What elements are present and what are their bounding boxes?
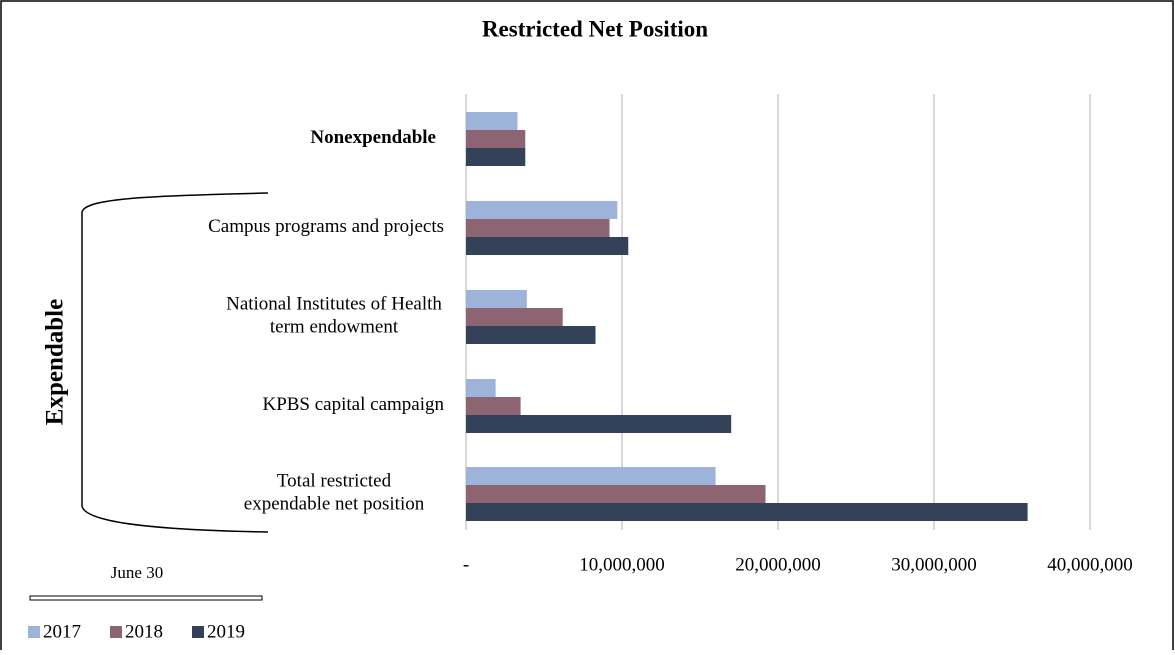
legend-label: 2019 <box>207 621 245 642</box>
legend-title: June 30 <box>111 563 163 582</box>
legend-rule <box>29 595 263 601</box>
bar <box>466 148 526 166</box>
x-tick-label: 40,000,000 <box>1047 554 1133 575</box>
y-tick-line: KPBS capital campaign <box>262 394 444 415</box>
legend-swatch <box>192 626 204 638</box>
y-tick-line: National Institutes of Health <box>226 294 442 315</box>
bar <box>466 290 527 308</box>
bar <box>466 326 596 344</box>
bar <box>466 130 526 148</box>
bar <box>466 112 518 130</box>
group-label: Expendable <box>42 299 69 425</box>
y-tick-line: Nonexpendable <box>310 127 436 148</box>
bar <box>466 467 716 485</box>
chart-title: Restricted Net Position <box>482 16 708 41</box>
y-tick-line: Total restricted <box>277 471 392 492</box>
x-tick-label: - <box>463 554 469 575</box>
bar <box>466 485 766 503</box>
y-tick-line: Campus programs and projects <box>208 216 444 237</box>
bar <box>466 415 732 433</box>
legend-label: 2017 <box>43 621 81 642</box>
bracket <box>81 192 269 533</box>
bar <box>466 237 629 255</box>
x-tick-label: 30,000,000 <box>891 554 977 575</box>
y-tick-line: expendable net position <box>244 494 425 515</box>
y-tick-label: Nonexpendable <box>310 127 436 148</box>
legend-label: 2018 <box>125 621 163 642</box>
bar <box>466 308 563 326</box>
legend-swatch <box>110 626 122 638</box>
y-tick-line: term endowment <box>270 317 399 338</box>
y-tick-label: National Institutes of Health term endowm… <box>226 294 442 338</box>
x-tick-label: 20,000,000 <box>735 554 821 575</box>
legend-swatch <box>28 626 40 638</box>
bar <box>466 397 521 415</box>
bar <box>466 201 618 219</box>
bar <box>466 503 1028 521</box>
bar <box>466 219 610 237</box>
bar <box>466 379 496 397</box>
y-tick-label: KPBS capital campaign <box>262 394 444 415</box>
y-tick-label: Total restricted expendable net position <box>244 471 425 515</box>
y-tick-label: Campus programs and projects <box>208 216 444 237</box>
x-tick-label: 10,000,000 <box>579 554 665 575</box>
